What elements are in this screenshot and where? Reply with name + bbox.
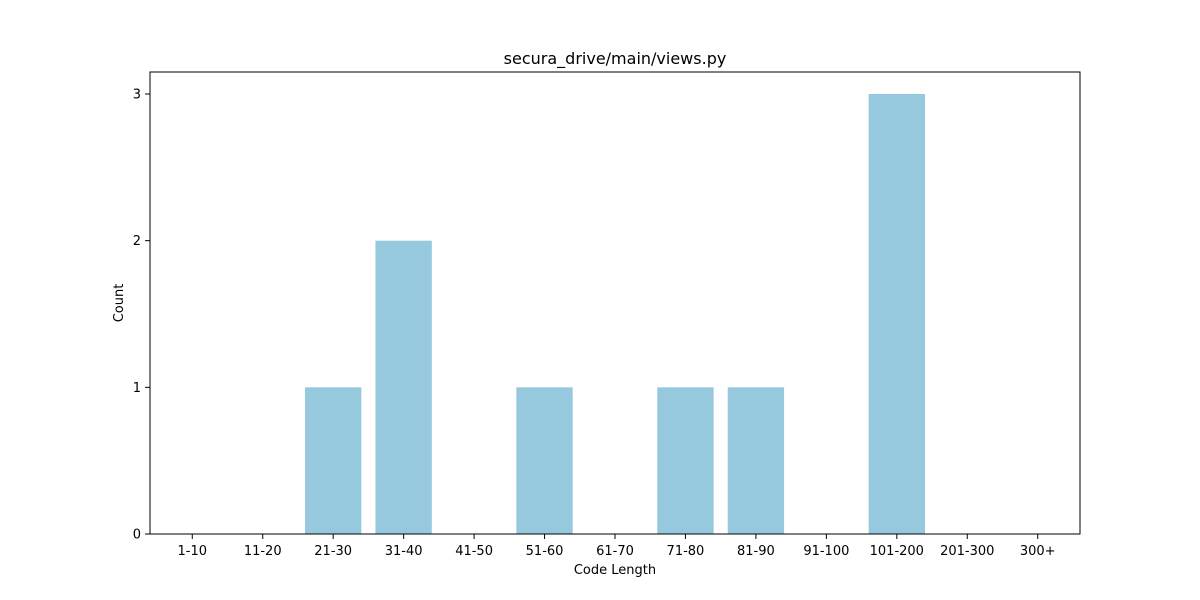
x-tick-label: 51-60: [526, 544, 564, 559]
x-tick-label: 201-300: [940, 544, 994, 559]
x-tick-label: 41-50: [455, 544, 493, 559]
chart-title: secura_drive/main/views.py: [504, 49, 727, 69]
bar-51-60: [516, 387, 573, 534]
bar-101-200: [868, 94, 925, 534]
y-tick-label: 3: [133, 88, 141, 103]
x-tick-label: 91-100: [803, 544, 849, 559]
bar-71-80: [657, 387, 714, 534]
x-tick-label: 300+: [1020, 544, 1056, 559]
y-axis-title: Count: [112, 284, 127, 323]
x-tick-label: 61-70: [596, 544, 634, 559]
x-tick-label: 21-30: [314, 544, 352, 559]
x-axis-title: Code Length: [574, 563, 656, 578]
bars-layer: [305, 94, 925, 535]
x-tick-label: 81-90: [737, 544, 775, 559]
x-tick-label: 11-20: [244, 544, 282, 559]
plot-frame: [149, 71, 1081, 535]
y-axis: 0 1 2 3: [133, 88, 150, 543]
x-tick-label: 71-80: [667, 544, 705, 559]
bar-21-30: [305, 387, 362, 534]
x-tick-label: 1-10: [178, 544, 208, 559]
x-tick-label: 101-200: [870, 544, 924, 559]
y-tick-label: 1: [133, 381, 141, 396]
y-tick-label: 0: [133, 528, 141, 543]
bar-31-40: [375, 240, 432, 535]
y-tick-label: 2: [133, 234, 141, 249]
bar-81-90: [727, 387, 785, 534]
x-axis: 1-10 11-20 21-30 31-40 41-50 51-60 61-70 71-80 8…: [178, 534, 1056, 559]
x-tick-label: 31-40: [385, 544, 423, 559]
